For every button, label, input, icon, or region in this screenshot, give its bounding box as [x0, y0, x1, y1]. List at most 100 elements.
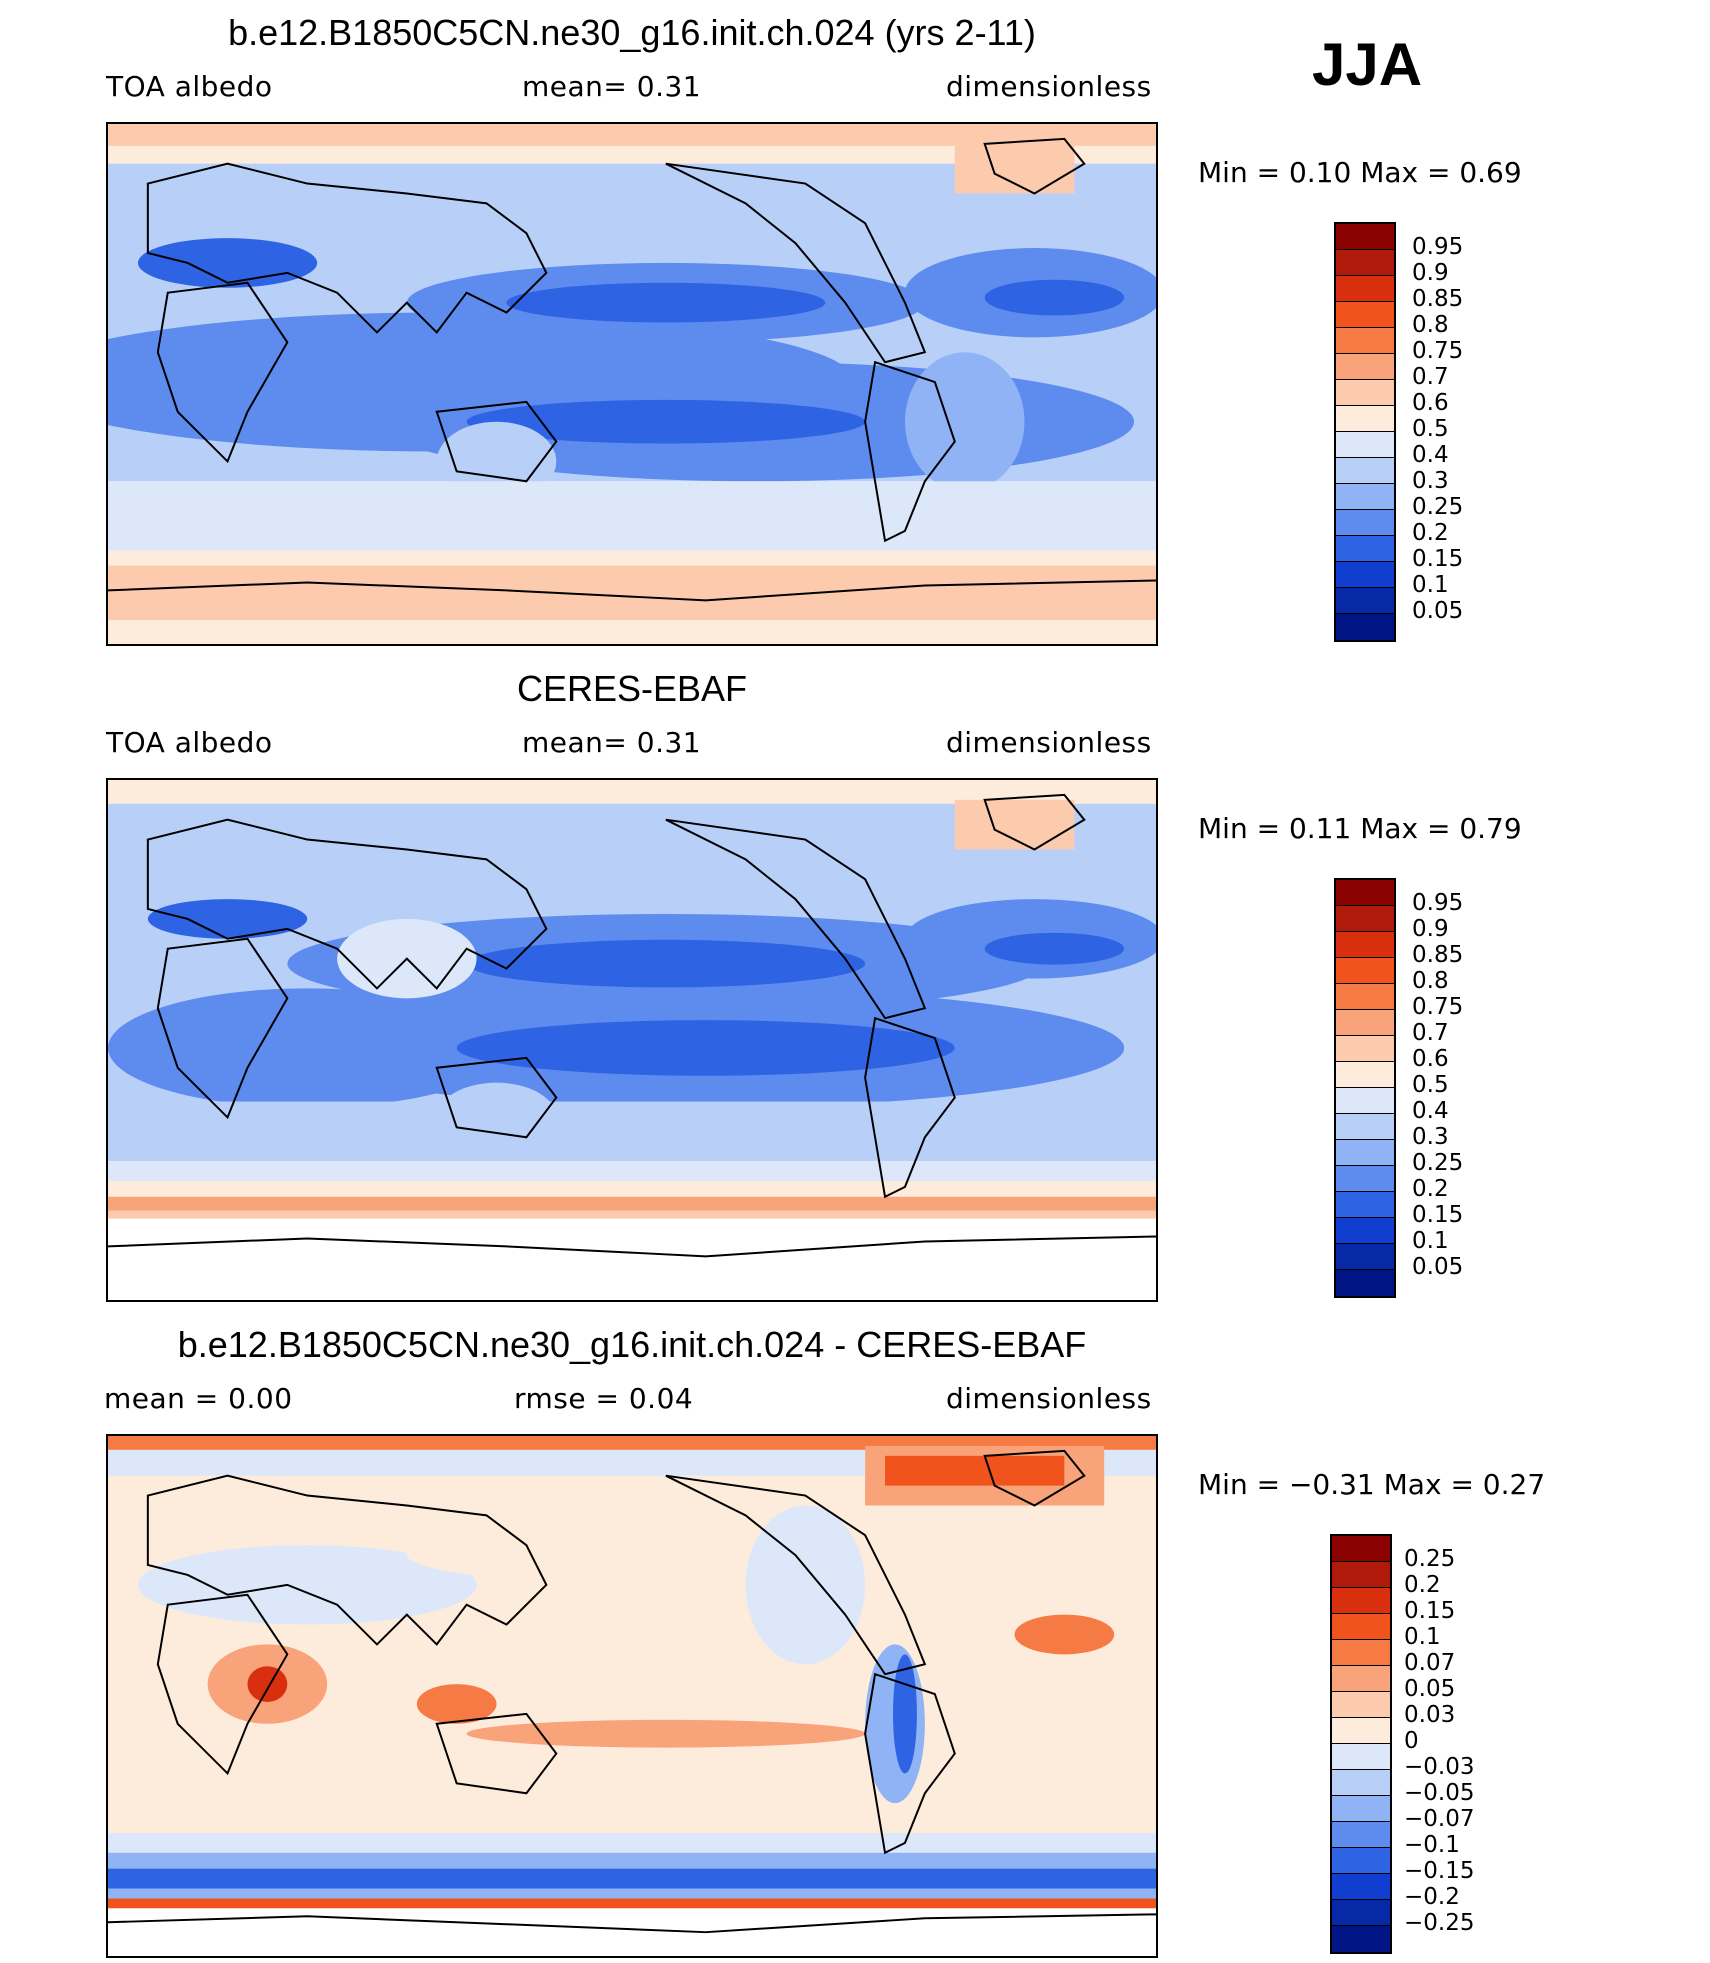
colorbar-segment	[1336, 432, 1394, 458]
colorbar-segment	[1332, 1796, 1390, 1822]
panel-2-colorbar	[1334, 878, 1396, 1298]
panel-2-variable-label: TOA albedo	[106, 726, 273, 759]
colorbar-segment	[1336, 510, 1394, 536]
panel-3-map	[106, 1434, 1158, 1958]
panel-3-colorbar-ticks: 0.25 0.2 0.15 0.1 0.07 0.05 0.03 0 −0.03 −0.05 −0.…	[1404, 1546, 1474, 1936]
colorbar-segment	[1336, 588, 1394, 614]
colorbar-tick-label: 0.8	[1412, 968, 1449, 994]
colorbar-tick-label: 0.7	[1412, 1020, 1449, 1046]
colorbar-tick-label: 0.25	[1412, 1150, 1464, 1176]
colorbar-tick-label: −0.05	[1404, 1780, 1475, 1806]
colorbar-tick-label: 0.1	[1404, 1624, 1441, 1650]
colorbar-segment	[1336, 614, 1394, 640]
colorbar-tick-label: 0.1	[1412, 572, 1449, 598]
colorbar-tick-label: 0.4	[1412, 442, 1449, 468]
panel-3-mean-label: mean = 0.00	[104, 1382, 293, 1415]
colorbar-tick-label: 0.6	[1412, 1046, 1449, 1072]
panel-1-title: b.e12.B1850C5CN.ne30_g16.init.ch.024 (yr…	[228, 12, 1036, 53]
panel-2-min-max: Min = 0.11 Max = 0.79	[1198, 812, 1522, 845]
colorbar-segment	[1332, 1822, 1390, 1848]
colorbar-tick-label: 0.2	[1404, 1572, 1441, 1598]
colorbar-segment	[1332, 1562, 1390, 1588]
panel-3-rmse-label: rmse = 0.04	[514, 1382, 694, 1415]
colorbar-tick-label: 0.95	[1412, 234, 1464, 260]
colorbar-tick-label: 0.4	[1412, 1098, 1449, 1124]
colorbar-tick-label: 0.3	[1412, 1124, 1449, 1150]
panel-2-units-label: dimensionless	[946, 726, 1152, 759]
panel-3-units-label: dimensionless	[946, 1382, 1152, 1415]
colorbar-segment	[1336, 880, 1394, 906]
colorbar-tick-label: 0.7	[1412, 364, 1449, 390]
colorbar-tick-label: 0.2	[1412, 520, 1449, 546]
colorbar-tick-label: 0.6	[1412, 390, 1449, 416]
colorbar-segment	[1336, 1166, 1394, 1192]
colorbar-tick-label: 0.8	[1412, 312, 1449, 338]
colorbar-tick-label: 0.1	[1412, 1228, 1449, 1254]
colorbar-segment	[1336, 1088, 1394, 1114]
colorbar-tick-label: 0.25	[1404, 1546, 1456, 1572]
colorbar-segment	[1332, 1900, 1390, 1926]
colorbar-segment	[1336, 302, 1394, 328]
colorbar-segment	[1336, 932, 1394, 958]
colorbar-tick-label: 0.5	[1412, 416, 1449, 442]
colorbar-segment	[1336, 276, 1394, 302]
colorbar-segment	[1336, 1192, 1394, 1218]
colorbar-segment	[1336, 1270, 1394, 1296]
colorbar-segment	[1332, 1874, 1390, 1900]
colorbar-tick-label: 0.9	[1412, 916, 1449, 942]
colorbar-tick-label: 0.85	[1412, 286, 1464, 312]
colorbar-tick-label: 0.05	[1404, 1676, 1456, 1702]
colorbar-segment	[1332, 1692, 1390, 1718]
colorbar-segment	[1336, 380, 1394, 406]
colorbar-tick-label: 0.15	[1412, 546, 1464, 572]
colorbar-segment	[1336, 958, 1394, 984]
panel-3-title: b.e12.B1850C5CN.ne30_g16.init.ch.024 - C…	[177, 1324, 1087, 1365]
colorbar-segment	[1332, 1640, 1390, 1666]
colorbar-segment	[1336, 1244, 1394, 1270]
colorbar-segment	[1332, 1588, 1390, 1614]
panel-3-min-max: Min = −0.31 Max = 0.27	[1198, 1468, 1546, 1501]
colorbar-segment	[1336, 354, 1394, 380]
colorbar-tick-label: −0.07	[1404, 1806, 1475, 1832]
panel-2-title: CERES-EBAF	[516, 668, 748, 709]
panel-1-map	[106, 122, 1158, 646]
colorbar-segment	[1332, 1926, 1390, 1952]
colorbar-segment	[1332, 1770, 1390, 1796]
panel-2-map	[106, 778, 1158, 1302]
colorbar-segment	[1336, 1010, 1394, 1036]
colorbar-tick-label: −0.15	[1404, 1858, 1475, 1884]
season-label: JJA	[1312, 31, 1423, 98]
colorbar-segment	[1336, 562, 1394, 588]
colorbar-tick-label: 0.05	[1412, 598, 1464, 624]
colorbar-segment	[1336, 984, 1394, 1010]
colorbar-tick-label: 0.85	[1412, 942, 1464, 968]
panel-1-min-max: Min = 0.10 Max = 0.69	[1198, 156, 1522, 189]
colorbar-segment	[1336, 406, 1394, 432]
colorbar-tick-label: −0.03	[1404, 1754, 1475, 1780]
colorbar-tick-label: 0.9	[1412, 260, 1449, 286]
colorbar-tick-label: 0.03	[1404, 1702, 1456, 1728]
colorbar-tick-label: 0.15	[1412, 1202, 1464, 1228]
panel-1-colorbar	[1334, 222, 1396, 642]
panel-3-colorbar	[1330, 1534, 1392, 1954]
colorbar-tick-label: 0.3	[1412, 468, 1449, 494]
colorbar-segment	[1332, 1614, 1390, 1640]
colorbar-segment	[1332, 1718, 1390, 1744]
colorbar-tick-label: −0.1	[1404, 1832, 1460, 1858]
colorbar-tick-label: 0.75	[1412, 338, 1464, 364]
colorbar-tick-label: 0.07	[1404, 1650, 1456, 1676]
colorbar-tick-label: −0.2	[1404, 1884, 1460, 1910]
colorbar-tick-label: 0	[1404, 1728, 1419, 1754]
colorbar-segment	[1332, 1536, 1390, 1562]
colorbar-segment	[1336, 250, 1394, 276]
panel-1-units-label: dimensionless	[946, 70, 1152, 103]
colorbar-segment	[1332, 1848, 1390, 1874]
colorbar-segment	[1336, 1140, 1394, 1166]
colorbar-tick-label: −0.25	[1404, 1910, 1475, 1936]
colorbar-tick-label: 0.25	[1412, 494, 1464, 520]
colorbar-segment	[1332, 1666, 1390, 1692]
colorbar-segment	[1336, 1114, 1394, 1140]
colorbar-segment	[1332, 1744, 1390, 1770]
colorbar-tick-label: 0.2	[1412, 1176, 1449, 1202]
colorbar-segment	[1336, 484, 1394, 510]
